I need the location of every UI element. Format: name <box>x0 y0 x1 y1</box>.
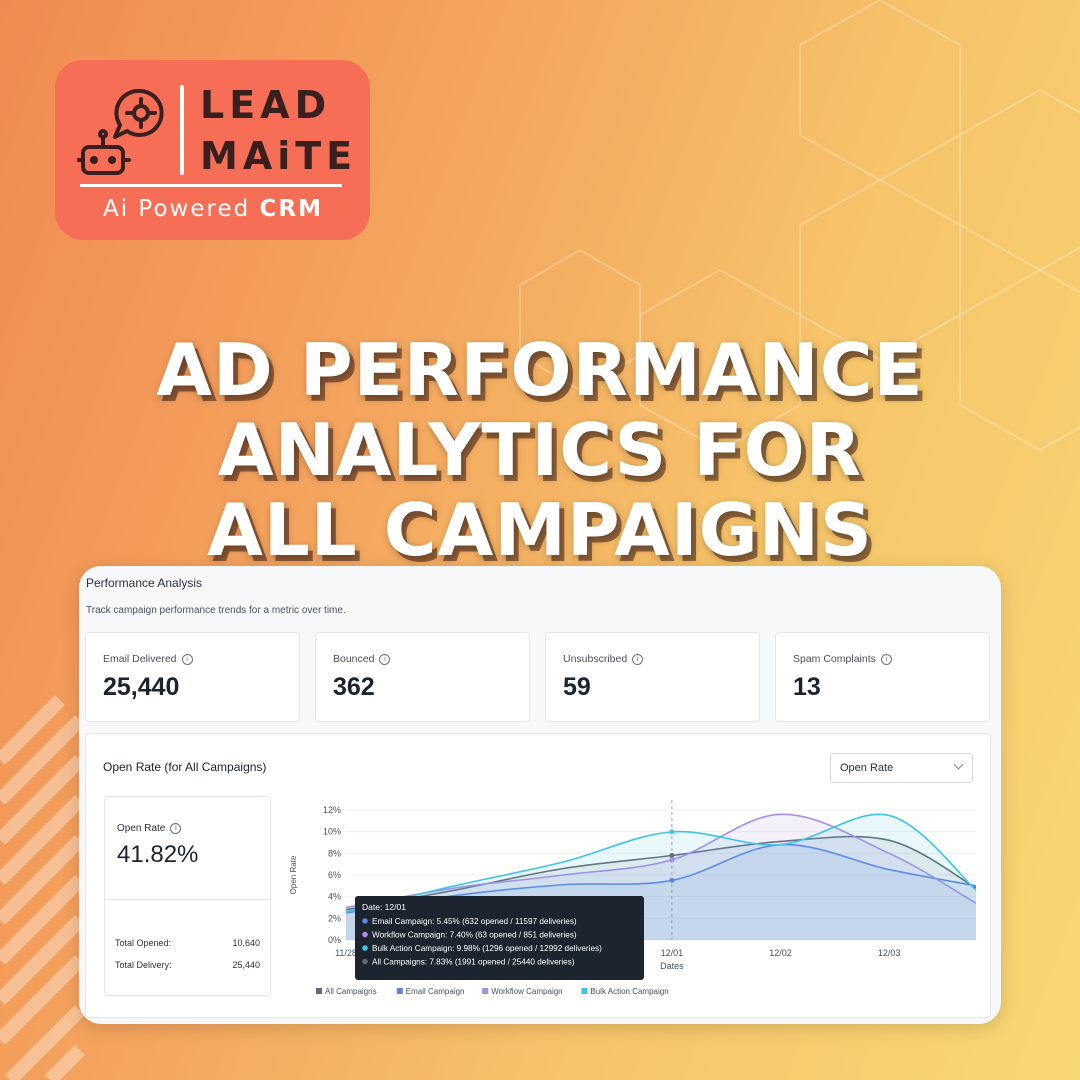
tooltip-line: Bulk Action Campaign: 9.98% (1296 opened… <box>372 944 602 953</box>
x-tick-label: 12/02 <box>769 948 792 958</box>
x-tick-label: 12/01 <box>661 948 684 958</box>
info-icon[interactable]: i <box>632 653 644 665</box>
total-delivery-value: 25,440 <box>232 960 260 970</box>
logo-tag-prefix: Ai Powered <box>102 196 251 222</box>
legend-label: Workflow Campaign <box>491 987 562 996</box>
metric-card-unsubscribed[interactable]: Unsubscribed i 59 <box>545 632 760 722</box>
legend-label: All Campaigns <box>325 987 377 996</box>
logo-tag-suffix: CRM <box>259 196 323 222</box>
dropdown-value: Open Rate <box>840 762 894 774</box>
x-axis-label: Dates <box>660 961 684 971</box>
tooltip-line: Email Campaign: 5.45% (632 opened / 1159… <box>372 917 577 926</box>
open-rate-summary: Open Rate i 41.82% Total Opened: 10,640 T… <box>104 796 271 996</box>
y-axis-label: Open Rate <box>289 855 298 894</box>
y-tick-label: 4% <box>328 892 341 902</box>
legend-label: Bulk Action Campaign <box>590 987 668 996</box>
headline-line-3: ALL CAMPAIGNS <box>207 488 873 572</box>
open-rate-value: 41.82% <box>117 841 199 868</box>
metric-value: 362 <box>333 673 375 701</box>
y-tick-label: 12% <box>323 805 341 815</box>
panel-title: Open Rate (for All Campaigns) <box>103 760 267 774</box>
x-tick-label: 12/03 <box>878 948 901 958</box>
x-tick-label: 11/28 <box>335 948 357 958</box>
tooltip-line: All Campaigns: 7.83% (1991 opened / 2544… <box>372 958 575 967</box>
metric-card-spam-complaints[interactable]: Spam Complaints i 13 <box>775 632 990 722</box>
total-delivery-label: Total Delivery: <box>115 960 172 970</box>
open-rate-panel: Open Rate (for All Campaigns) Open Rate … <box>85 733 991 1018</box>
info-icon[interactable]: i <box>379 653 391 665</box>
headline-line-1: AD PERFORMANCE <box>156 328 924 412</box>
metric-value: 59 <box>563 673 591 701</box>
metric-label: Unsubscribed <box>563 653 628 665</box>
total-opened-label: Total Opened: <box>115 938 172 948</box>
headline-line-2: ANALYTICS FOR <box>217 408 863 492</box>
info-icon[interactable]: i <box>880 653 892 665</box>
legend-swatch <box>316 988 322 994</box>
metric-value: 25,440 <box>103 673 180 701</box>
info-icon[interactable]: i <box>181 653 193 665</box>
legend-swatch <box>396 988 403 994</box>
tooltip-box <box>355 896 644 980</box>
tooltip-legend-dot <box>362 958 368 965</box>
dashboard-subtitle: Track campaign performance trends for a … <box>86 605 346 616</box>
dashboard-title: Performance Analysis <box>86 576 203 590</box>
data-point-marker <box>669 877 675 883</box>
metric-label: Spam Complaints <box>793 653 876 665</box>
y-tick-label: 6% <box>328 870 341 880</box>
headline: AD PERFORMANCE ANALYTICS FOR ALL CAMPAIG… <box>0 330 1080 570</box>
logo-tagline: Ai Powered CRM <box>77 196 349 222</box>
divider <box>105 899 270 900</box>
metric-value: 13 <box>793 673 821 701</box>
tooltip-line: Workflow Campaign: 7.40% (63 opened / 85… <box>372 931 577 940</box>
tooltip-legend-dot <box>362 945 368 951</box>
open-rate-label: Open Rate <box>117 823 166 835</box>
info-icon[interactable]: i <box>170 823 182 834</box>
y-tick-label: 8% <box>328 848 341 858</box>
metric-select-dropdown[interactable]: Open Rate <box>830 753 973 783</box>
open-rate-chart: 0%2%4%6%8%10%12%Open Rate11/2811/2911/30… <box>289 800 976 996</box>
robot-chat-gear-icon <box>77 88 164 175</box>
tooltip-title: Date: 12/01 <box>362 902 406 912</box>
logo-divider-horizontal <box>80 184 342 187</box>
total-opened-row: Total Opened: 10,640 <box>115 938 260 948</box>
metric-card-bounced[interactable]: Bounced i 362 <box>315 632 530 722</box>
total-opened-value: 10,640 <box>232 938 260 948</box>
metric-card-email-delivered[interactable]: Email Delivered i 25,440 <box>85 632 300 722</box>
logo-word-maite: MAiTE <box>200 134 358 178</box>
brand-logo: LEAD MAiTE Ai Powered CRM <box>55 60 370 240</box>
logo-word-lead: LEAD <box>200 83 332 127</box>
y-tick-label: 2% <box>328 913 341 923</box>
metric-label: Email Delivered <box>103 653 177 665</box>
tooltip-legend-dot <box>362 918 368 924</box>
data-point-marker <box>669 829 675 835</box>
logo-divider-vertical <box>180 85 184 175</box>
performance-dashboard: Performance Analysis Track campaign perf… <box>79 566 1001 1024</box>
chevron-down-icon <box>953 759 964 770</box>
data-point-marker <box>669 853 675 858</box>
legend-swatch <box>482 988 489 994</box>
total-delivery-row: Total Delivery: 25,440 <box>115 960 260 970</box>
y-tick-label: 0% <box>328 935 341 945</box>
legend-swatch <box>581 988 588 994</box>
y-tick-label: 10% <box>323 827 341 837</box>
legend-label: Email Campaign <box>406 987 465 996</box>
tooltip-legend-dot <box>362 931 368 938</box>
metric-label: Bounced <box>333 653 375 665</box>
data-point-marker <box>669 857 675 863</box>
